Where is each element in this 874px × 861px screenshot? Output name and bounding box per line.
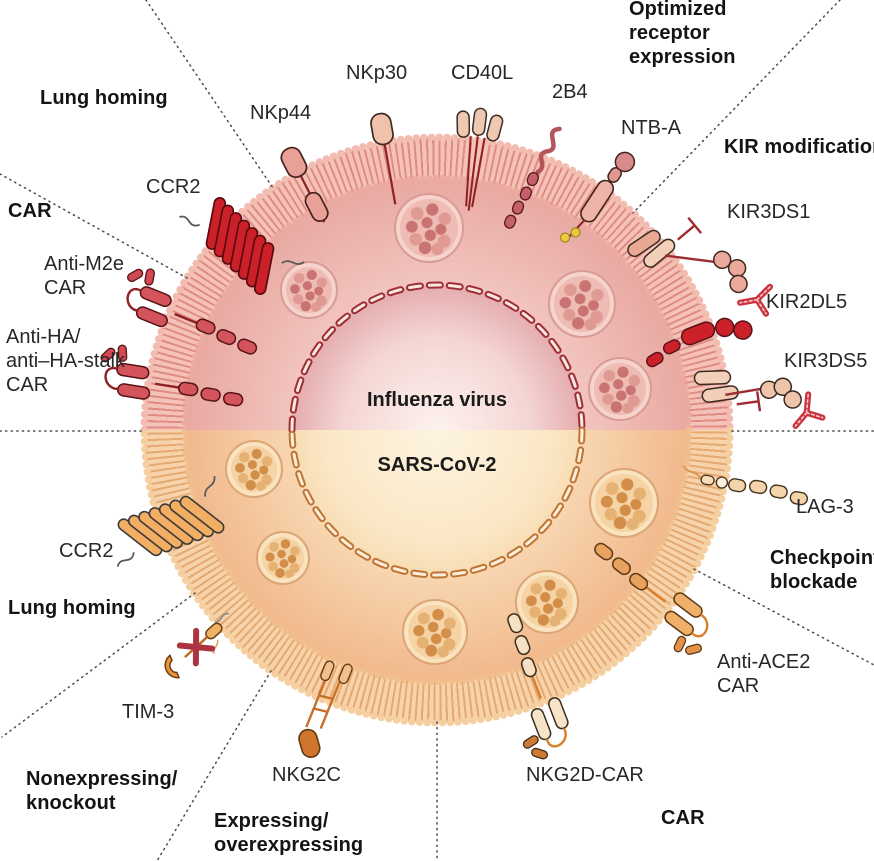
- membrane-outer-beads-top: [140, 133, 734, 434]
- receptor-ntba: [559, 151, 636, 243]
- section-label-lung-homing-top: Lung homing: [40, 87, 168, 109]
- label-nkp44: NKp44: [250, 102, 312, 124]
- label-ccr2-top: CCR2: [146, 176, 201, 198]
- section-label-lung-homing-bottom: Lung homing: [8, 597, 136, 619]
- granule: [225, 440, 283, 498]
- label-nkg2d-car: NKG2D-CAR: [526, 764, 644, 786]
- label-kir3ds5: KIR3DS5: [784, 350, 868, 372]
- label-cd40l: CD40L: [451, 62, 514, 84]
- section-label-checkpoint-blockade: Checkpoint blockade: [770, 547, 874, 593]
- granule: [280, 261, 338, 319]
- center-label-influenza: Influenza virus: [366, 389, 508, 411]
- label-2b4: 2B4: [552, 81, 588, 103]
- label-lag-3: LAG-3: [796, 496, 854, 518]
- granule: [548, 270, 616, 338]
- section-label-nonexpressing-knockout: Nonexpressing/ knockout: [26, 768, 178, 814]
- granule: [402, 599, 468, 665]
- label-tim-3: TIM-3: [122, 701, 175, 723]
- label-nkp30: NKp30: [346, 62, 408, 84]
- granule: [589, 468, 659, 538]
- membrane-inner-beads-bottom: [182, 427, 692, 685]
- section-label-car-bottom: CAR: [661, 807, 705, 829]
- receptor-nkp44: [280, 146, 329, 223]
- receptor-kir2dl5: [646, 317, 753, 368]
- label-anti-ha-car: Anti-HA/ anti–HA-stalk CAR: [6, 326, 125, 396]
- label-anti-m2e-car: Anti-M2e CAR: [44, 253, 125, 299]
- label-ntb-a: NTB-A: [621, 117, 681, 139]
- receptor-cd40l: [456, 107, 504, 211]
- label-anti-ace2-car: Anti-ACE2 CAR: [717, 651, 811, 697]
- granule: [588, 357, 652, 421]
- receptor-ccr2-bottom: [99, 475, 235, 573]
- receptor-tim3: [164, 612, 229, 679]
- receptor-nkp30: [370, 112, 397, 205]
- label-nkg2c: NKG2C: [272, 764, 341, 786]
- section-label-kir-modification: KIR modification: [724, 136, 874, 158]
- nuclear-envelope: [288, 281, 586, 579]
- label-kir2dl5: KIR2DL5: [766, 291, 848, 313]
- receptor-nkg2c: [298, 660, 353, 758]
- receptor-nkg2d-car: [477, 609, 578, 766]
- receptor-lag3: [682, 465, 808, 506]
- label-ccr2-bottom: CCR2: [59, 540, 114, 562]
- label-kir3ds1: KIR3DS1: [727, 201, 811, 223]
- granule: [394, 193, 464, 263]
- center-label-sars-cov-2: SARS-CoV-2: [377, 454, 497, 476]
- section-label-optimized-receptor-expression: Optimized receptor expression: [629, 0, 736, 68]
- section-label-expressing-overexpressing: Expressing/ overexpressing: [214, 810, 364, 856]
- section-label-car-left: CAR: [8, 200, 52, 222]
- membrane-inner-beads-top: [182, 175, 692, 433]
- receptor-2b4: [503, 126, 562, 229]
- granule: [256, 531, 310, 585]
- granule: [515, 570, 579, 634]
